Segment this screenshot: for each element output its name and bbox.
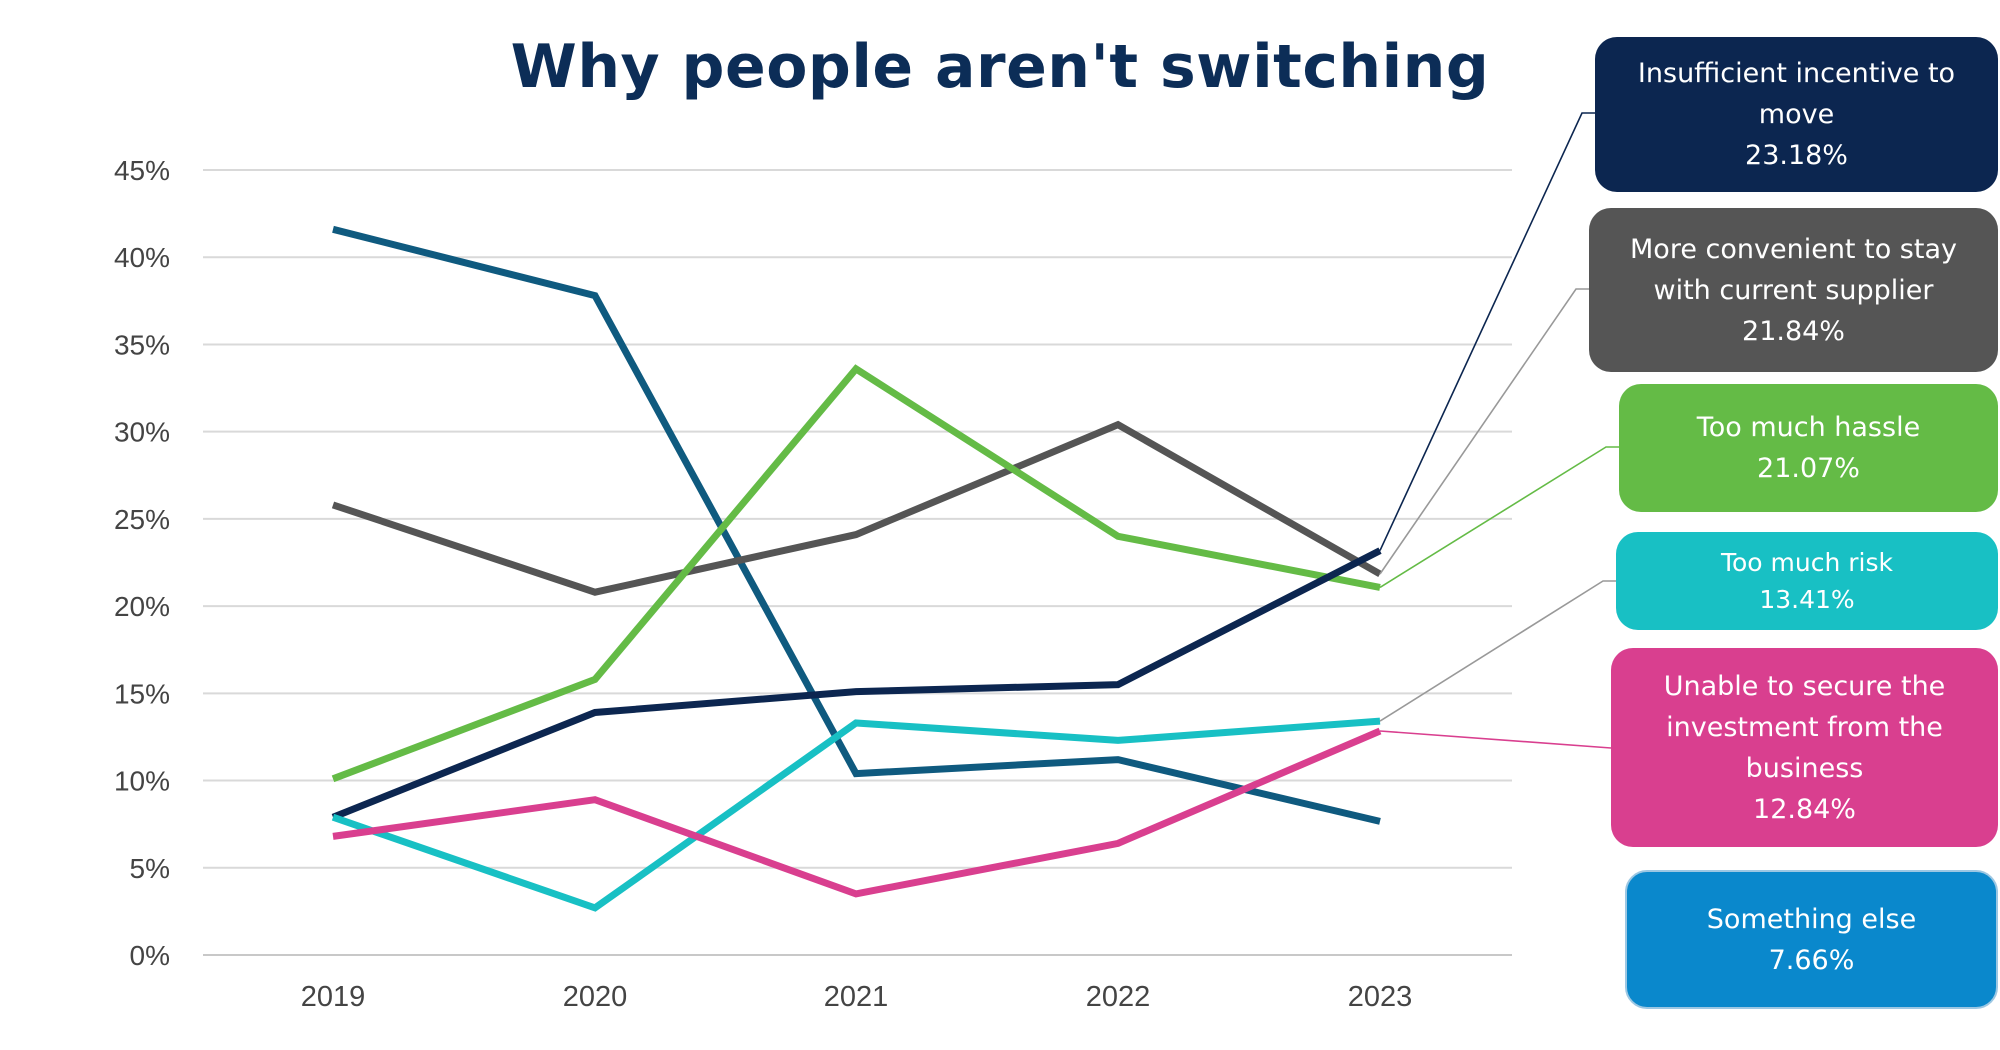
callout-something_else: Something else 7.66% bbox=[1625, 870, 1998, 1009]
x-tick-label: 2023 bbox=[1348, 981, 1413, 1013]
y-tick-label: 0% bbox=[130, 940, 170, 971]
callout-percentage: 21.07% bbox=[1757, 453, 1860, 484]
callout-label-line: More convenient to stay bbox=[1630, 233, 1957, 265]
y-tick-label: 35% bbox=[114, 329, 170, 360]
leader-line-too_much_risk bbox=[1379, 580, 1616, 722]
y-tick-label: 15% bbox=[114, 678, 170, 709]
callout-unable_to_secure: Unable to secure the investment from the b… bbox=[1611, 648, 1998, 847]
callout-label-line: Insufficient incentive to bbox=[1637, 58, 1956, 89]
y-tick-label: 5% bbox=[130, 853, 170, 884]
callout-label-line: investment from the bbox=[1666, 711, 1943, 743]
callout-label-line: business bbox=[1745, 752, 1864, 784]
series-line-too_much_hassle bbox=[331, 364, 1381, 783]
callout-percentage: 12.84% bbox=[1753, 793, 1856, 825]
series-line-something_else bbox=[332, 225, 1381, 825]
callout-label-line: with current supplier bbox=[1653, 274, 1934, 306]
callout-label-line: Too much hassle bbox=[1696, 412, 1921, 443]
series-line-too_much_risk bbox=[331, 717, 1381, 912]
callout-insufficient_incentive: Insufficient incentive to move 23.18% bbox=[1595, 37, 1998, 192]
callout-label-line: Unable to secure the bbox=[1663, 670, 1946, 702]
y-tick-label: 45% bbox=[114, 155, 170, 186]
callout-label-line: Something else bbox=[1706, 903, 1917, 935]
y-tick-label: 20% bbox=[114, 591, 170, 622]
callout-percentage: 23.18% bbox=[1745, 140, 1848, 171]
chart-title: Why people aren't switching bbox=[510, 32, 1490, 102]
leader-line-more_convenient bbox=[1379, 288, 1589, 575]
callout-too_much_hassle: Too much hassle 21.07% bbox=[1619, 384, 1998, 512]
series-line-unable_to_secure bbox=[332, 727, 1382, 898]
x-tick-label: 2021 bbox=[824, 981, 889, 1013]
y-tick-label: 10% bbox=[114, 766, 170, 797]
callout-percentage: 13.41% bbox=[1759, 585, 1855, 614]
callout-percentage: 7.66% bbox=[1768, 944, 1855, 976]
y-tick-label: 40% bbox=[114, 242, 170, 273]
x-tick-label: 2019 bbox=[301, 981, 366, 1013]
x-tick-label: 2022 bbox=[1086, 981, 1151, 1013]
y-tick-label: 25% bbox=[114, 504, 170, 535]
callout-too_much_risk: Too much risk 13.41% bbox=[1616, 532, 1998, 630]
leader-line-insufficient_incentive bbox=[1379, 112, 1595, 551]
leader-line-too_much_hassle bbox=[1379, 446, 1619, 589]
callout-more_convenient: More convenient to stay with current supp… bbox=[1589, 208, 1998, 372]
callout-label-line: move bbox=[1758, 99, 1835, 130]
y-tick-label: 30% bbox=[114, 417, 170, 448]
x-tick-label: 2020 bbox=[563, 981, 628, 1013]
leader-line-unable_to_secure bbox=[1379, 730, 1612, 749]
callout-label-line: Too much risk bbox=[1720, 548, 1894, 577]
series-line-more_convenient bbox=[331, 420, 1382, 596]
callout-percentage: 21.84% bbox=[1742, 315, 1845, 347]
series-line-insufficient_incentive bbox=[331, 547, 1382, 821]
